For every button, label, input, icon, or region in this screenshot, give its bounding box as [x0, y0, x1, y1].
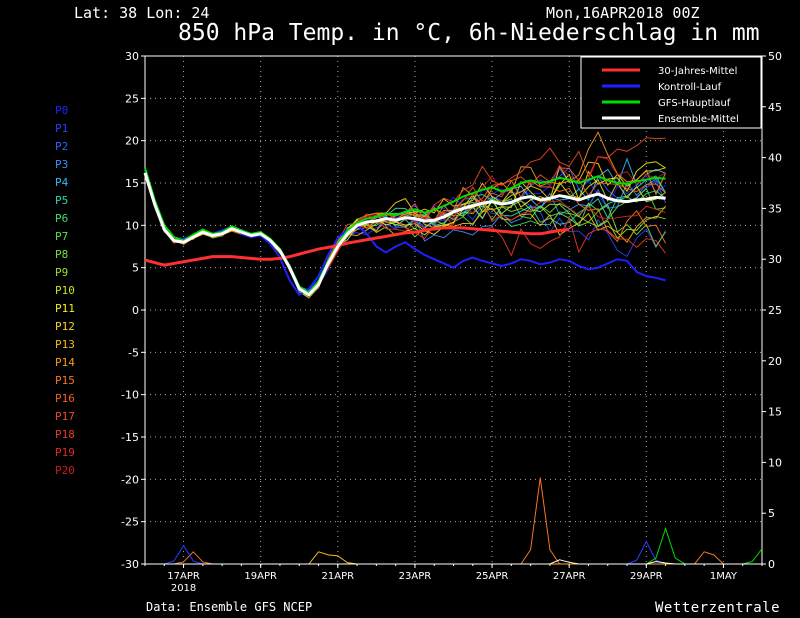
member-label-p20: P20	[55, 464, 75, 477]
brand-label: Wetterzentrale	[655, 600, 781, 616]
y-tick-label-left: -20	[121, 473, 139, 486]
run-date: Mon,16APR2018 00Z	[546, 4, 700, 22]
y-tick-label-right: 10	[768, 456, 782, 469]
member-label-p14: P14	[55, 356, 75, 369]
legend: 30-Jahres-Mittel Kontroll-Lauf GFS-Hauptla…	[580, 56, 762, 129]
y-tick-label-left: 30	[125, 50, 139, 63]
x-tick-label: 1MAY	[710, 571, 738, 582]
member-label-p1: P1	[55, 122, 69, 135]
precip-line-p13	[145, 551, 762, 565]
member-label-p7: P7	[55, 230, 69, 243]
axes: -30 -25 -20 -15 -10 -5 0 5 10 15 20 25 30 0 5 10 15 20 25 3…	[121, 50, 782, 594]
member-label-p11: P11	[55, 302, 75, 315]
member-label-p17: P17	[55, 410, 75, 423]
member-label-p0: P0	[55, 104, 69, 117]
member-label-p6: P6	[55, 212, 69, 225]
precip-line-p1	[145, 540, 762, 565]
y-tick-label-left: 20	[125, 135, 139, 148]
member-label-p5: P5	[55, 194, 69, 207]
member-label-p13: P13	[55, 338, 75, 351]
x-tick-label: 29APR	[630, 571, 663, 582]
y-tick-label-right: 25	[768, 304, 782, 317]
x-tick-label: 21APR	[322, 571, 355, 582]
x-tick-label: 17APR	[167, 571, 200, 582]
x-tick-label: 19APR	[244, 571, 277, 582]
y-tick-label-right: 0	[768, 558, 775, 571]
ensemble-lines	[144, 131, 667, 299]
precip-lines	[145, 477, 763, 565]
x-tick-label: 27APR	[553, 571, 586, 582]
x-tick-sublabel: 2018	[171, 583, 196, 594]
y-tick-label-left: 0	[132, 304, 139, 317]
y-tick-label-left: -5	[128, 346, 139, 359]
member-label-p9: P9	[55, 266, 69, 279]
main-series	[143, 167, 666, 297]
y-tick-label-right: 30	[768, 253, 782, 266]
member-label-p19: P19	[55, 446, 75, 459]
y-tick-label-right: 5	[768, 507, 775, 520]
location-label: Lat: 38 Lon: 24	[74, 4, 210, 22]
y-tick-label-left: -10	[121, 389, 139, 402]
precip-line-gfs	[145, 526, 763, 565]
member-label-p10: P10	[55, 284, 75, 297]
member-label-p12: P12	[55, 320, 75, 333]
legend-label: 30-Jahres-Mittel	[658, 66, 737, 77]
precip-line-mean	[145, 559, 762, 565]
y-tick-label-left: -25	[121, 516, 139, 529]
series-gfs-hauptlauf	[144, 167, 666, 295]
legend-label: Ensemble-Mittel	[658, 114, 739, 125]
member-label-p16: P16	[55, 392, 75, 405]
y-tick-label-left: -30	[121, 558, 139, 571]
chart-title: 850 hPa Temp. in °C, 6h-Niederschlag in …	[178, 20, 760, 46]
y-tick-label-left: 10	[125, 219, 139, 232]
member-label-p15: P15	[55, 374, 75, 387]
legend-label: GFS-Hauptlauf	[658, 98, 731, 109]
member-label-p4: P4	[55, 176, 69, 189]
y-tick-label-right: 15	[768, 406, 782, 419]
member-label-p8: P8	[55, 248, 69, 261]
y-tick-label-left: 15	[125, 177, 139, 190]
legend-label: Kontroll-Lauf	[658, 82, 722, 93]
x-tick-label: 23APR	[399, 571, 432, 582]
member-label-p2: P2	[55, 140, 69, 153]
member-legend: P0 P1 P2 P3 P4 P5 P6 P7 P8 P9 P10 P11 P12 P13 P14 P15 P1…	[55, 102, 95, 480]
y-tick-label-left: 5	[132, 262, 139, 275]
member-label-p18: P18	[55, 428, 75, 441]
series--jahres-mittel	[144, 226, 570, 267]
y-tick-label-right: 50	[768, 50, 782, 63]
precip-line-p15	[145, 477, 762, 565]
series-ensemble-mittel	[143, 172, 666, 297]
member-label-p3: P3	[55, 158, 69, 171]
grid	[145, 56, 762, 564]
y-tick-label-right: 35	[768, 202, 782, 215]
y-tick-label-left: -15	[121, 431, 139, 444]
x-tick-label: 25APR	[476, 571, 509, 582]
data-source: Data: Ensemble GFS NCEP	[146, 600, 313, 614]
y-tick-label-right: 20	[768, 355, 782, 368]
y-tick-label-right: 40	[768, 152, 782, 165]
y-tick-label-left: 25	[125, 92, 139, 105]
plot-frame	[144, 55, 763, 565]
y-tick-label-right: 45	[768, 101, 782, 114]
